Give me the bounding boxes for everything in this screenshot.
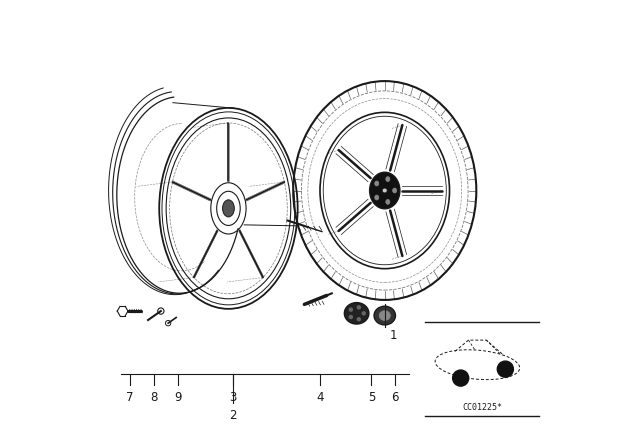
Circle shape <box>356 305 361 310</box>
Circle shape <box>362 311 366 315</box>
Circle shape <box>383 188 387 193</box>
Text: 3: 3 <box>229 392 237 405</box>
Text: CC01225*: CC01225* <box>462 404 502 413</box>
Text: 1: 1 <box>389 329 397 342</box>
Ellipse shape <box>374 195 379 200</box>
Circle shape <box>356 317 361 322</box>
Text: 6: 6 <box>391 392 399 405</box>
Circle shape <box>349 315 353 319</box>
Text: 8: 8 <box>150 392 157 405</box>
Ellipse shape <box>374 306 396 325</box>
Text: 2: 2 <box>229 409 237 422</box>
Circle shape <box>349 307 353 312</box>
Circle shape <box>452 370 468 386</box>
Ellipse shape <box>386 199 390 204</box>
Text: 5: 5 <box>367 392 375 405</box>
Circle shape <box>497 361 513 377</box>
Ellipse shape <box>392 188 397 193</box>
Ellipse shape <box>370 172 400 209</box>
Ellipse shape <box>374 181 379 186</box>
Ellipse shape <box>223 200 234 217</box>
Text: 4: 4 <box>316 392 324 405</box>
Text: 9: 9 <box>175 392 182 405</box>
Ellipse shape <box>379 310 390 320</box>
Ellipse shape <box>386 177 390 181</box>
Text: 7: 7 <box>127 392 134 405</box>
Ellipse shape <box>344 302 369 324</box>
